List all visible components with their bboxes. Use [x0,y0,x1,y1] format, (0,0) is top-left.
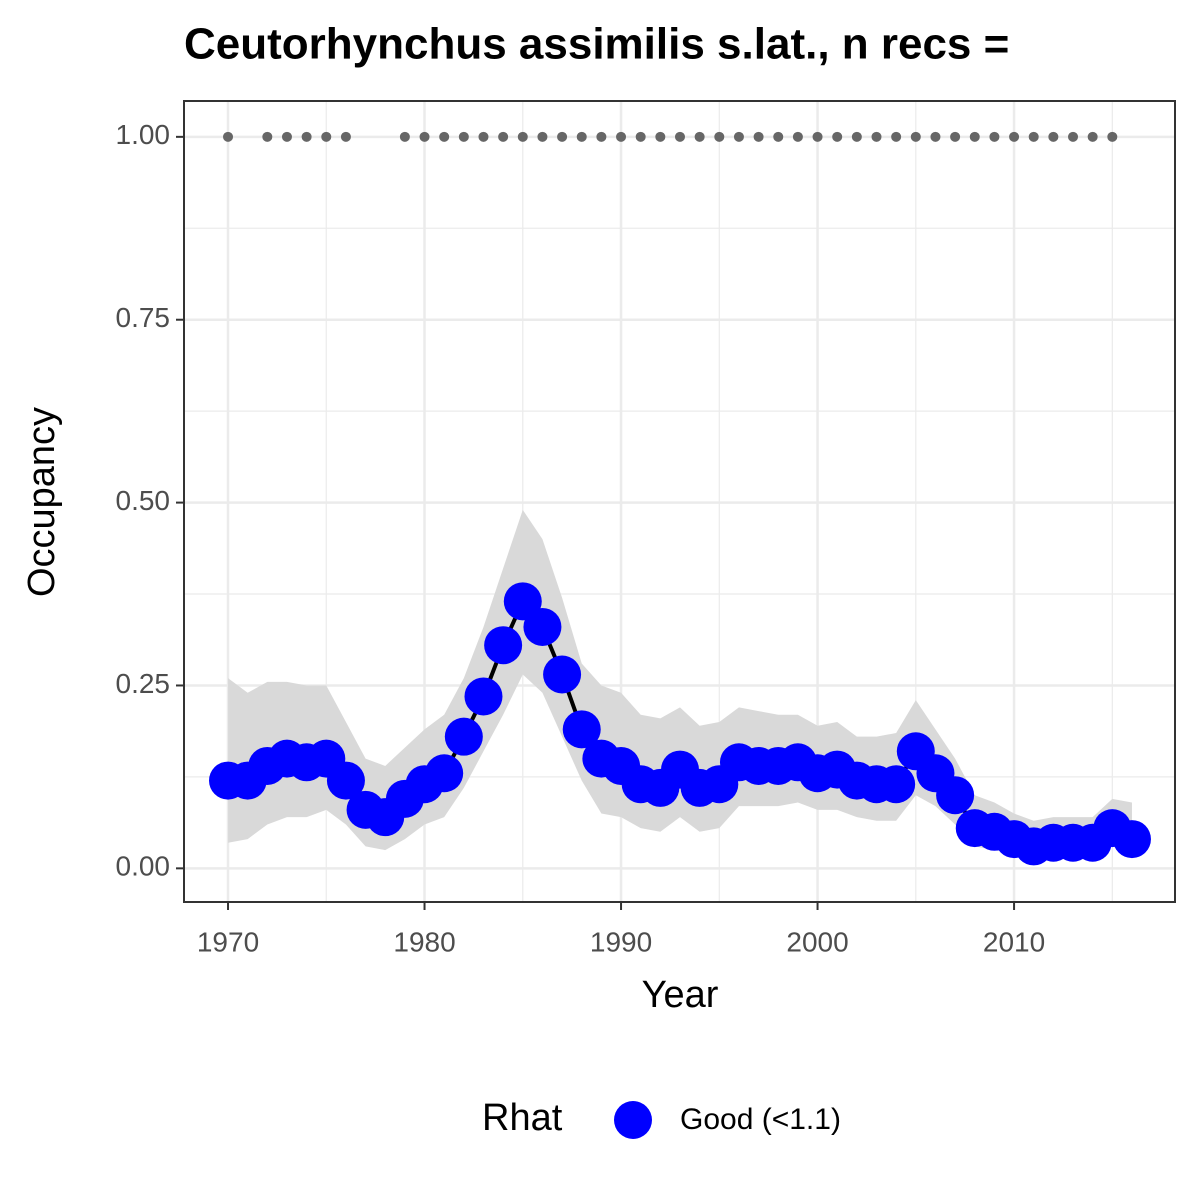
y-tick-label: 0.50 [116,485,171,516]
data-point [484,626,523,665]
record-point [812,131,823,142]
record-point [950,131,961,142]
y-tick-label: 0.75 [116,302,171,333]
record-point [753,131,764,142]
x-tick-label: 1980 [393,926,455,957]
record-point [281,131,292,142]
record-point [655,131,666,142]
data-point [464,677,503,716]
record-point [1068,131,1079,142]
record-point [694,131,705,142]
record-point [773,131,784,142]
panel-border [183,100,1176,903]
record-point [321,131,332,142]
record-point [635,131,646,142]
record-point [223,131,234,142]
record-point [478,131,489,142]
x-tick-label: 1970 [197,926,259,957]
record-point [616,131,627,142]
record-point [1009,131,1020,142]
record-point [439,131,450,142]
record-point [458,131,469,142]
y-tick-label: 1.00 [116,119,171,150]
record-point [596,131,607,142]
record-point [989,131,1000,142]
record-point [1107,131,1118,142]
data-point [444,717,483,756]
y-tick-label: 0.00 [116,851,171,882]
data-point [877,765,916,804]
data-point [936,776,975,815]
record-point [1028,131,1039,142]
record-point [517,131,528,142]
record-point [1048,131,1059,142]
data-point [503,582,542,621]
data-point [543,655,582,694]
data-point [425,754,464,793]
record-point [537,131,548,142]
record-point [851,131,862,142]
x-axis-label: Year [642,974,719,1016]
data-point [326,761,365,800]
record-point [891,131,902,142]
record-point [340,131,351,142]
record-point [399,131,410,142]
record-point [871,131,882,142]
x-tick-label: 2010 [983,926,1045,957]
record-point [969,131,980,142]
record-point [557,131,568,142]
legend-key [614,1101,652,1139]
y-axis-label: Occupancy [21,407,63,597]
data-point [1112,820,1151,859]
record-point [714,131,725,142]
y-tick-label: 0.25 [116,668,171,699]
record-point [832,131,843,142]
record-point [1087,131,1098,142]
x-tick-label: 2000 [786,926,848,957]
record-point [498,131,509,142]
legend-label: Good (<1.1) [680,1103,841,1136]
record-point [419,131,430,142]
record-point [576,131,587,142]
data-point [523,607,562,646]
x-tick-label: 1990 [590,926,652,957]
record-point [262,131,273,142]
data-point [562,710,601,749]
record-point [733,131,744,142]
legend-title: Rhat [482,1097,563,1139]
record-point [910,131,921,142]
record-point [674,131,685,142]
record-point [930,131,941,142]
record-point [301,131,312,142]
record-point [792,131,803,142]
chart-title: Ceutorhynchus assimilis s.lat., n recs = [184,20,1009,69]
